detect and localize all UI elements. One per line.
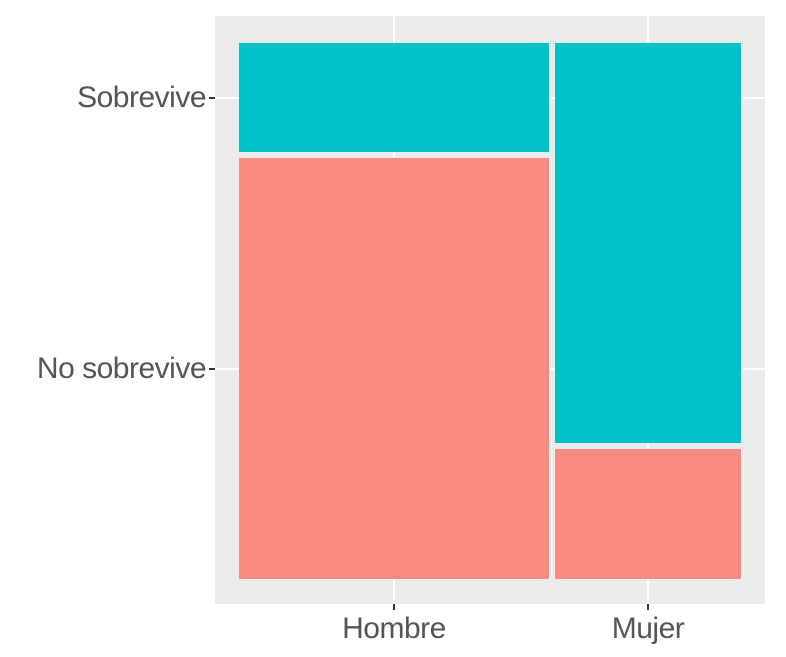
x-tick-mujer <box>647 604 649 610</box>
cell-mujer-sobrevive <box>555 43 741 443</box>
x-axis-label-mujer: Mujer <box>611 612 685 645</box>
cell-mujer-no-sobrevive <box>555 449 741 579</box>
plot-panel <box>215 16 765 604</box>
x-axis-label-hombre: Hombre <box>342 612 446 645</box>
y-tick-no-sobrevive <box>209 368 215 370</box>
y-axis-label-no-sobrevive: No sobrevive <box>36 352 207 385</box>
y-tick-sobrevive <box>209 97 215 99</box>
cell-hombre-sobrevive <box>239 43 549 152</box>
cell-hombre-no-sobrevive <box>239 158 549 579</box>
x-tick-hombre <box>393 604 395 610</box>
y-axis-label-sobrevive: Sobrevive <box>77 81 206 114</box>
